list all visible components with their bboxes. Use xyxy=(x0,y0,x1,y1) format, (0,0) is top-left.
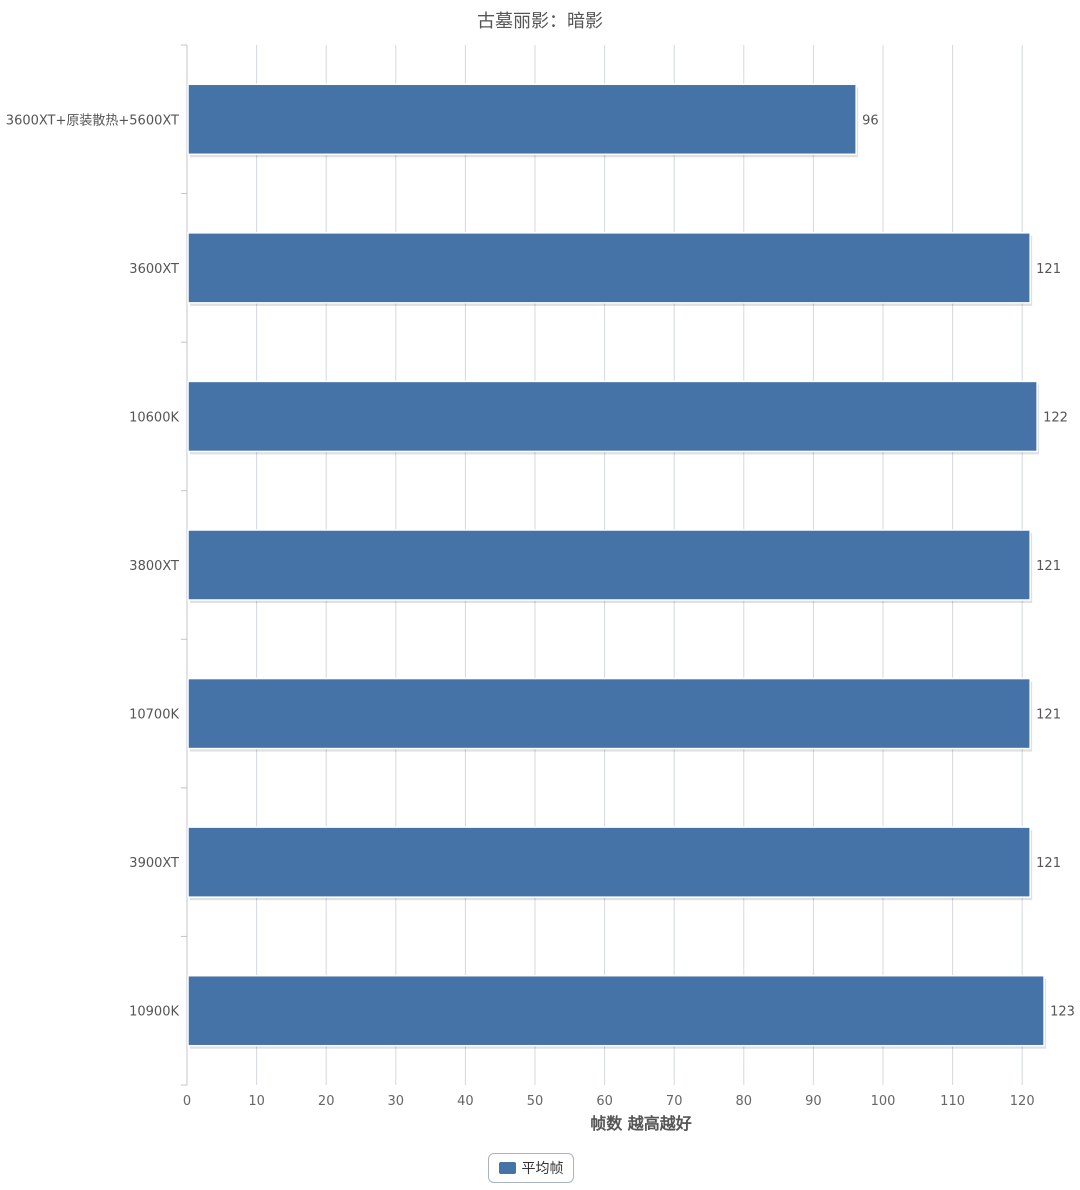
bar xyxy=(187,380,1038,453)
bar xyxy=(187,826,1031,898)
x-tick-label: 90 xyxy=(805,1094,822,1109)
category-label: 10600K xyxy=(129,410,179,425)
data-label: 122 xyxy=(1043,410,1068,425)
bar xyxy=(187,529,1031,601)
bar xyxy=(187,232,1031,304)
data-label: 96 xyxy=(862,113,879,128)
x-tick-label: 10 xyxy=(248,1094,265,1109)
x-tick-label: 100 xyxy=(871,1094,896,1109)
category-label: 3600XT+原装散热+5600XT xyxy=(6,113,179,128)
x-tick-label: 80 xyxy=(736,1094,753,1109)
x-tick-label: 60 xyxy=(596,1094,613,1109)
x-tick-label: 20 xyxy=(318,1094,335,1109)
x-tick-label: 50 xyxy=(527,1094,544,1109)
data-label: 121 xyxy=(1036,559,1061,574)
data-label: 121 xyxy=(1036,708,1061,723)
data-label: 123 xyxy=(1050,1005,1075,1020)
plot-area: 0 10 20 30 40 50 60 70 80 90 100 110 120 帧数 越高越好 3600X… xyxy=(6,44,1075,1133)
x-tick-label: 40 xyxy=(457,1094,474,1109)
category-label: 3900XT xyxy=(129,856,179,871)
legend-swatch xyxy=(498,1162,516,1174)
x-tick-label: 110 xyxy=(940,1094,965,1109)
x-axis-title: 帧数 越高越好 xyxy=(590,1114,692,1133)
category-label: 3800XT xyxy=(129,559,179,574)
chart-title: 古墓丽影：暗影 xyxy=(477,11,603,32)
legend[interactable]: 平均帧 xyxy=(488,1153,574,1183)
data-label: 121 xyxy=(1036,262,1061,277)
data-label: 121 xyxy=(1036,856,1061,871)
x-tick-label: 120 xyxy=(1010,1094,1035,1109)
category-label: 10700K xyxy=(129,708,179,723)
legend-label: 平均帧 xyxy=(521,1161,564,1177)
x-tick-label: 0 xyxy=(183,1094,191,1109)
x-tick-label: 70 xyxy=(666,1094,683,1109)
x-tick-label: 30 xyxy=(388,1094,405,1109)
bar xyxy=(187,83,857,156)
category-label: 3600XT xyxy=(129,262,179,277)
bar xyxy=(187,974,1045,1047)
bar xyxy=(187,677,1031,750)
category-label: 10900K xyxy=(129,1005,179,1020)
